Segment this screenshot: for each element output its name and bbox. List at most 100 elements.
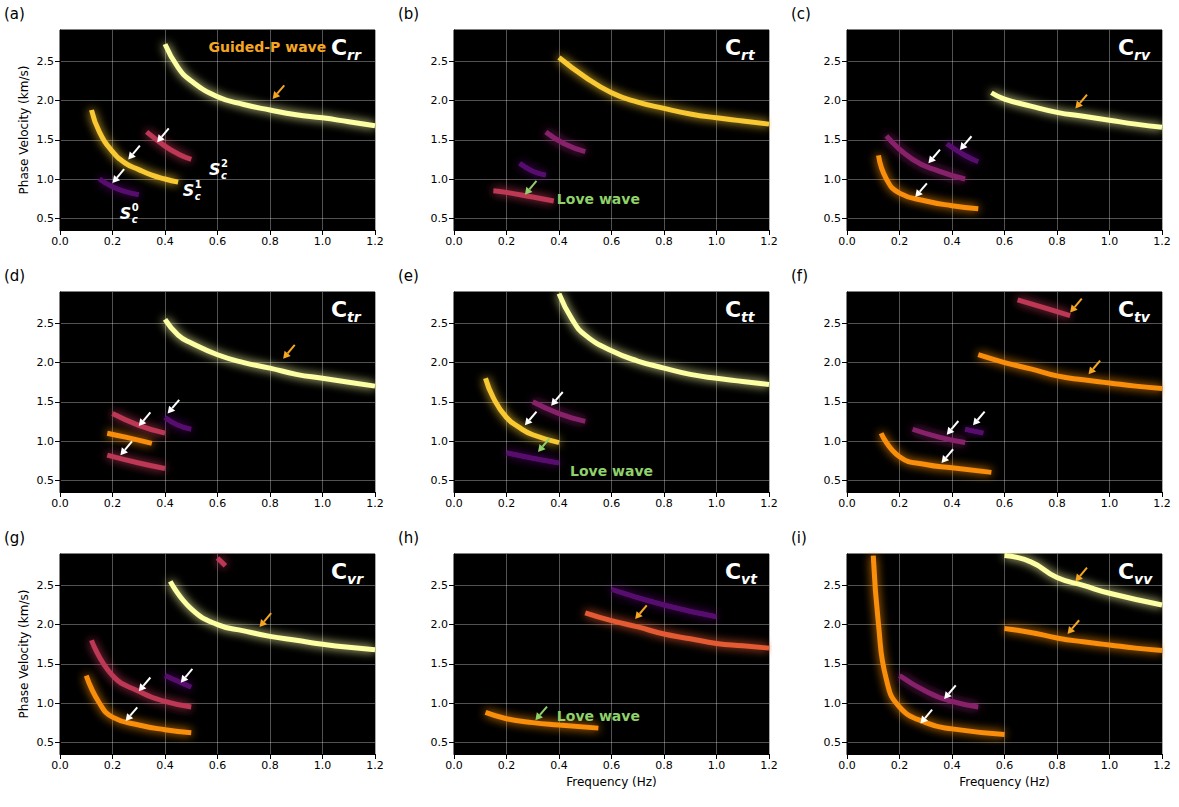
svg-text:1.0: 1.0: [314, 497, 332, 510]
svg-text:S: S: [183, 181, 195, 200]
svg-text:0.6: 0.6: [603, 497, 621, 510]
svg-text:1.0: 1.0: [431, 173, 449, 186]
svg-text:Love wave: Love wave: [557, 708, 640, 724]
svg-text:0.0: 0.0: [838, 235, 856, 248]
svg-text:1.2: 1.2: [760, 759, 778, 772]
svg-text:1.5: 1.5: [431, 133, 449, 146]
svg-text:0.4: 0.4: [550, 235, 568, 248]
svg-text:0.2: 0.2: [104, 759, 122, 772]
svg-text:c: c: [132, 214, 138, 225]
svg-text:2: 2: [221, 158, 228, 169]
svg-text:C: C: [331, 559, 347, 584]
svg-text:tr: tr: [347, 309, 362, 325]
svg-text:Guided-P wave: Guided-P wave: [209, 39, 327, 55]
svg-text:1.2: 1.2: [366, 759, 384, 772]
svg-text:(g): (g): [4, 529, 25, 547]
svg-text:S: S: [120, 204, 132, 223]
svg-text:0.5: 0.5: [37, 474, 55, 487]
svg-text:1.0: 1.0: [824, 435, 842, 448]
svg-text:0.0: 0.0: [445, 235, 463, 248]
svg-text:vr: vr: [347, 571, 364, 587]
svg-text:0.6: 0.6: [209, 497, 227, 510]
svg-text:1.0: 1.0: [314, 235, 332, 248]
svg-text:1.0: 1.0: [37, 435, 55, 448]
svg-text:1.0: 1.0: [708, 759, 726, 772]
svg-text:2.5: 2.5: [431, 579, 449, 592]
svg-text:0.5: 0.5: [431, 212, 449, 225]
svg-text:Phase Velocity (km/s): Phase Velocity (km/s): [17, 66, 31, 195]
svg-text:(i): (i): [791, 529, 807, 547]
svg-text:(d): (d): [4, 267, 25, 285]
svg-text:0.4: 0.4: [943, 497, 961, 510]
svg-text:C: C: [725, 35, 741, 60]
svg-text:1.0: 1.0: [708, 235, 726, 248]
svg-text:1.0: 1.0: [37, 173, 55, 186]
svg-text:1: 1: [195, 179, 202, 190]
svg-text:1.5: 1.5: [431, 657, 449, 670]
svg-text:(c): (c): [791, 5, 811, 23]
svg-text:C: C: [1118, 559, 1134, 584]
svg-text:0.8: 0.8: [1048, 235, 1066, 248]
svg-text:rt: rt: [741, 47, 756, 63]
svg-text:2.5: 2.5: [824, 579, 842, 592]
svg-text:0.6: 0.6: [603, 759, 621, 772]
svg-text:2.5: 2.5: [431, 55, 449, 68]
svg-text:c: c: [221, 170, 227, 181]
svg-text:(f): (f): [791, 267, 808, 285]
svg-text:rr: rr: [347, 47, 362, 63]
svg-text:1.5: 1.5: [824, 133, 842, 146]
svg-text:0.0: 0.0: [51, 497, 69, 510]
svg-text:1.2: 1.2: [366, 235, 384, 248]
svg-text:0.8: 0.8: [261, 759, 279, 772]
svg-text:0.0: 0.0: [445, 497, 463, 510]
svg-text:0.6: 0.6: [209, 759, 227, 772]
svg-text:C: C: [1118, 297, 1134, 322]
svg-text:(h): (h): [398, 529, 419, 547]
svg-text:2.5: 2.5: [37, 55, 55, 68]
svg-text:0.0: 0.0: [838, 497, 856, 510]
svg-text:1.0: 1.0: [1101, 497, 1119, 510]
svg-text:1.5: 1.5: [37, 133, 55, 146]
svg-text:2.5: 2.5: [431, 317, 449, 330]
svg-text:Love wave: Love wave: [557, 191, 640, 207]
svg-text:0.5: 0.5: [824, 474, 842, 487]
svg-text:vv: vv: [1134, 571, 1153, 587]
svg-text:2.0: 2.0: [431, 94, 449, 107]
svg-text:0.5: 0.5: [824, 212, 842, 225]
svg-text:0.8: 0.8: [1048, 759, 1066, 772]
svg-text:2.0: 2.0: [37, 94, 55, 107]
svg-text:tv: tv: [1134, 309, 1151, 325]
svg-text:2.0: 2.0: [824, 618, 842, 631]
svg-text:0.8: 0.8: [1048, 497, 1066, 510]
svg-text:0.2: 0.2: [891, 235, 909, 248]
svg-text:2.5: 2.5: [37, 317, 55, 330]
svg-text:0.5: 0.5: [37, 212, 55, 225]
svg-text:2.0: 2.0: [824, 94, 842, 107]
svg-text:2.5: 2.5: [824, 55, 842, 68]
svg-text:0.8: 0.8: [655, 759, 673, 772]
svg-text:0.0: 0.0: [51, 759, 69, 772]
svg-text:(e): (e): [398, 267, 419, 285]
svg-text:rv: rv: [1134, 47, 1151, 63]
svg-text:vt: vt: [741, 571, 758, 587]
svg-text:2.0: 2.0: [431, 356, 449, 369]
svg-text:0.4: 0.4: [156, 235, 174, 248]
svg-text:1.2: 1.2: [1153, 759, 1171, 772]
svg-text:2.0: 2.0: [37, 356, 55, 369]
svg-text:C: C: [1118, 35, 1134, 60]
svg-text:0: 0: [132, 202, 139, 213]
svg-text:0.4: 0.4: [550, 497, 568, 510]
svg-text:0.5: 0.5: [37, 736, 55, 749]
svg-text:C: C: [331, 297, 347, 322]
svg-text:tt: tt: [741, 309, 756, 325]
svg-text:Frequency (Hz): Frequency (Hz): [959, 775, 1050, 789]
svg-text:1.0: 1.0: [1101, 235, 1119, 248]
svg-text:C: C: [331, 35, 347, 60]
svg-text:2.0: 2.0: [431, 618, 449, 631]
svg-text:Phase Velocity (km/s): Phase Velocity (km/s): [17, 590, 31, 719]
svg-text:2.0: 2.0: [37, 618, 55, 631]
svg-text:0.6: 0.6: [603, 235, 621, 248]
svg-text:0.4: 0.4: [550, 759, 568, 772]
svg-text:0.4: 0.4: [156, 497, 174, 510]
svg-text:0.4: 0.4: [943, 235, 961, 248]
